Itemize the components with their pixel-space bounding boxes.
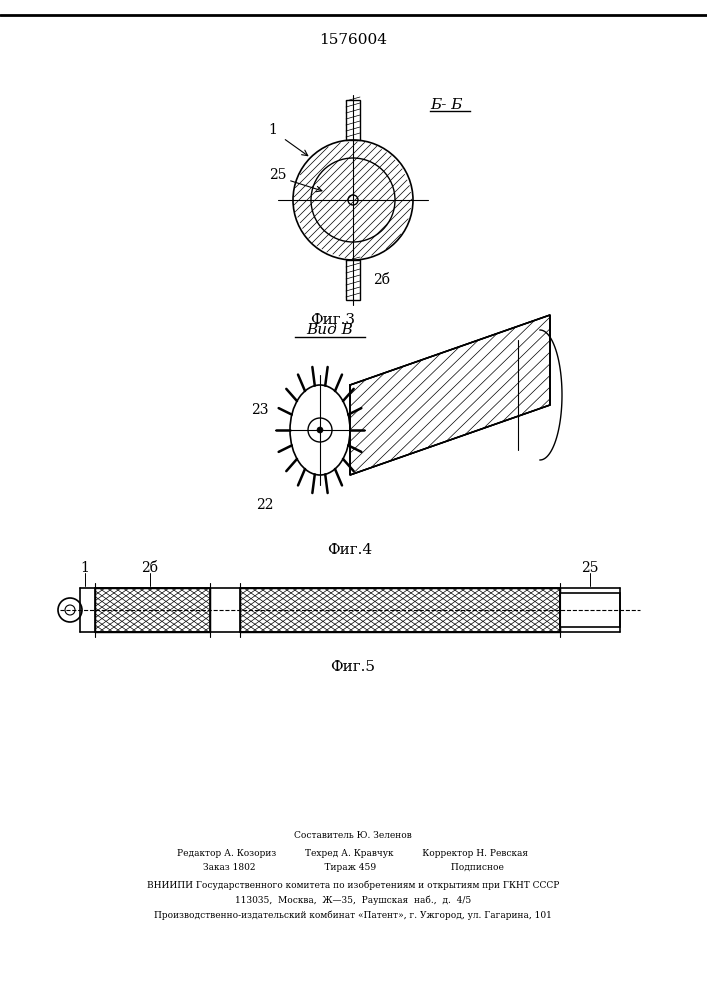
- Text: 1: 1: [269, 123, 277, 137]
- Circle shape: [348, 195, 358, 205]
- Text: Вид В: Вид В: [307, 323, 354, 337]
- FancyBboxPatch shape: [240, 588, 560, 632]
- Polygon shape: [350, 315, 550, 475]
- FancyBboxPatch shape: [346, 100, 360, 140]
- Text: 1576004: 1576004: [319, 33, 387, 47]
- Text: Заказ 1802                        Тираж 459                          Подписное: Заказ 1802 Тираж 459 Подписное: [203, 863, 503, 872]
- Text: 25: 25: [269, 168, 287, 182]
- Text: 113035,  Москва,  Ж—35,  Раушская  наб.,  д.  4/5: 113035, Москва, Ж—35, Раушская наб., д. …: [235, 895, 471, 905]
- FancyBboxPatch shape: [346, 260, 360, 300]
- Text: Фиг.3: Фиг.3: [310, 313, 356, 327]
- Text: Производственно-издательский комбинат «Патент», г. Ужгород, ул. Гагарина, 101: Производственно-издательский комбинат «П…: [154, 910, 552, 920]
- Text: 2б: 2б: [141, 561, 158, 575]
- Text: Фиг.4: Фиг.4: [327, 543, 373, 557]
- FancyBboxPatch shape: [95, 588, 210, 632]
- Text: 2б: 2б: [373, 273, 390, 287]
- Text: ВНИИПИ Государственного комитета по изобретениям и открытиям при ГКНТ СССР: ВНИИПИ Государственного комитета по изоб…: [147, 880, 559, 890]
- Text: Фиг.5: Фиг.5: [330, 660, 375, 674]
- Text: 22: 22: [256, 498, 274, 512]
- Text: 23: 23: [251, 403, 269, 417]
- Text: 25: 25: [581, 561, 599, 575]
- Text: Б- Б: Б- Б: [430, 98, 462, 112]
- Text: 1: 1: [81, 561, 90, 575]
- Circle shape: [317, 427, 323, 433]
- Text: Редактор А. Козориз          Техред А. Кравчук          Корректор Н. Ревская: Редактор А. Козориз Техред А. Кравчук Ко…: [177, 848, 529, 857]
- Text: Составитель Ю. Зеленов: Составитель Ю. Зеленов: [294, 830, 412, 840]
- FancyBboxPatch shape: [560, 593, 620, 627]
